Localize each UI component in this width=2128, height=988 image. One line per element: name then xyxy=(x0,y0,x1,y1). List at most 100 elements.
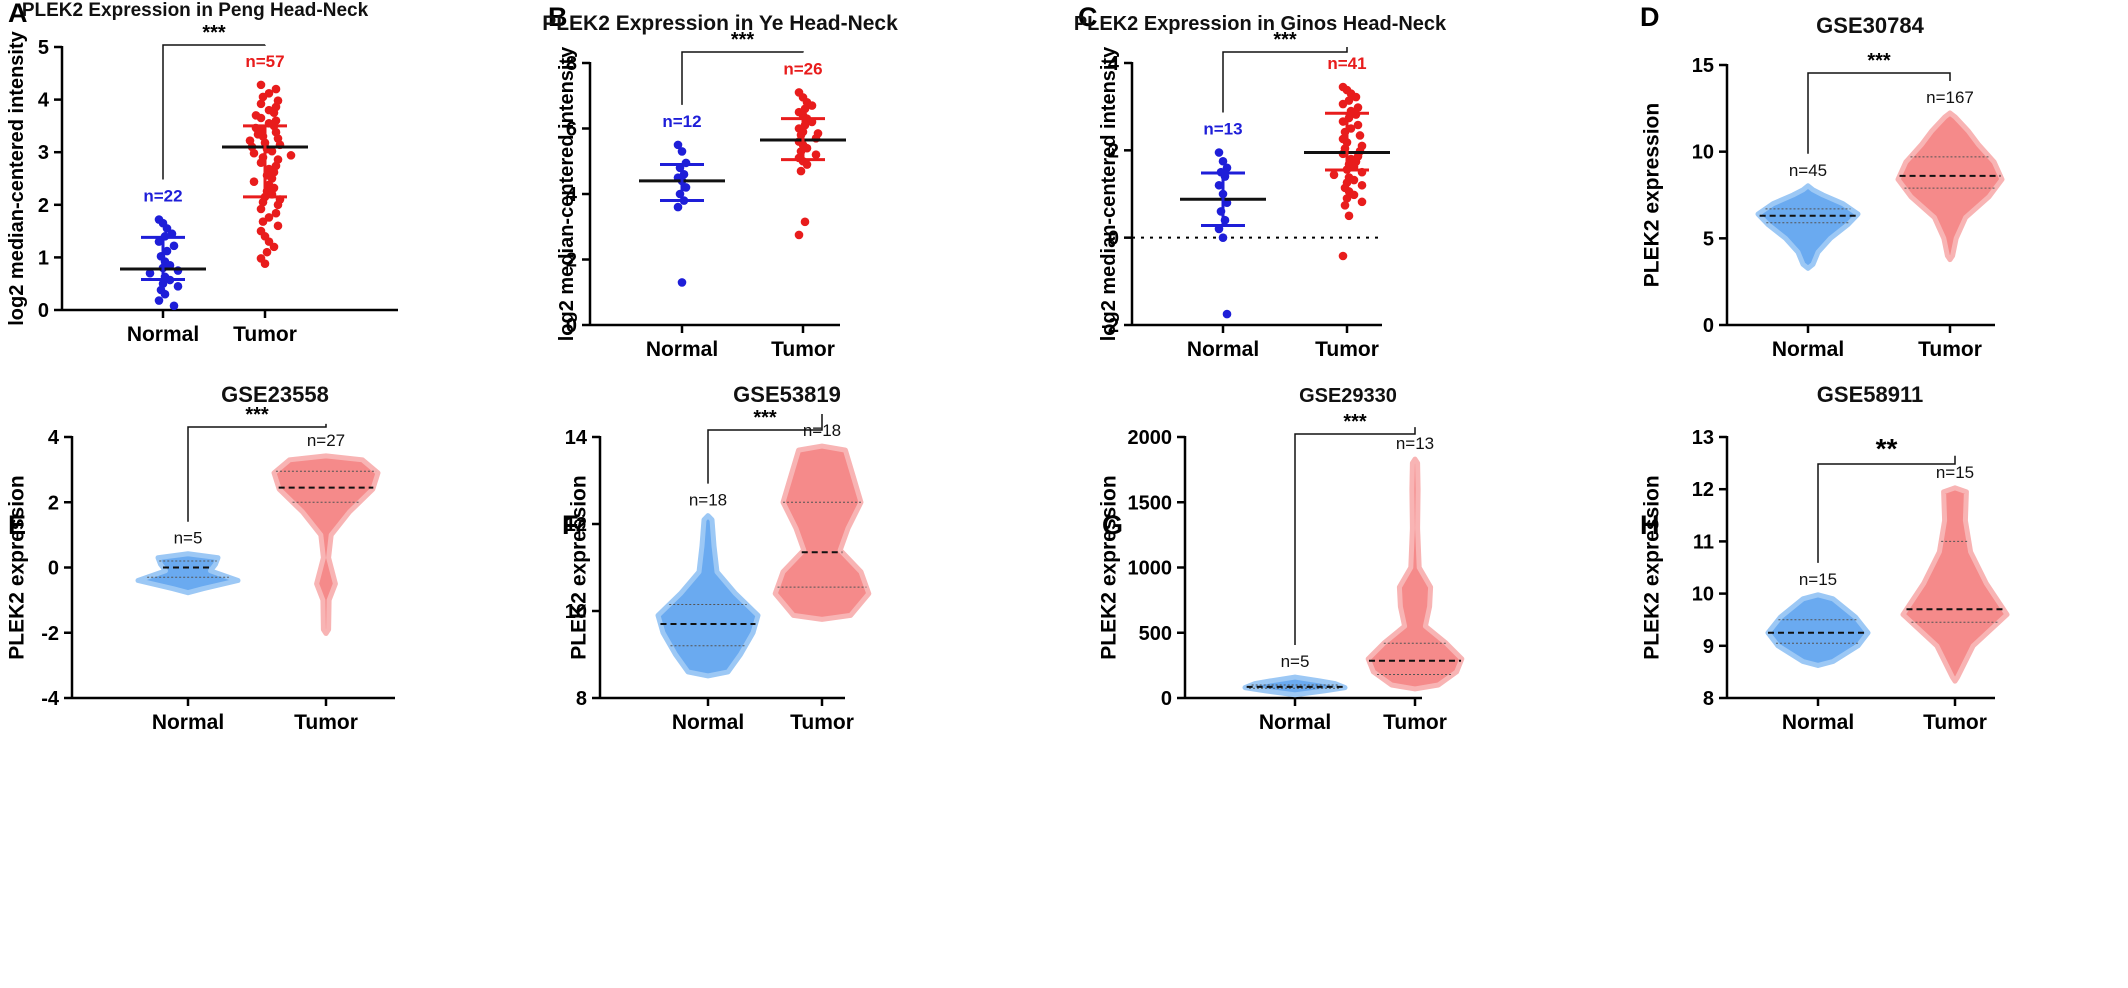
x-tick-label: Normal xyxy=(1772,338,1844,361)
n-label: n=18 xyxy=(689,491,727,510)
data-point xyxy=(1357,180,1367,190)
x-tick-label: Normal xyxy=(1782,711,1854,734)
significance-label: *** xyxy=(1343,411,1367,433)
data-point xyxy=(800,217,810,227)
y-tick-label: 13 xyxy=(1692,427,1714,449)
violin-shape xyxy=(1365,456,1465,692)
significance-bracket xyxy=(1222,47,1348,113)
data-point xyxy=(145,268,155,278)
data-point xyxy=(264,213,274,222)
data-point xyxy=(802,160,812,169)
data-point xyxy=(807,101,817,110)
y-tick-label: 2 xyxy=(566,250,577,272)
significance-label: ** xyxy=(1876,433,1898,464)
y-tick-label: 4 xyxy=(1108,53,1120,75)
n-label: n=27 xyxy=(307,431,345,450)
data-point xyxy=(249,148,259,158)
data-point xyxy=(273,221,283,231)
significance-label: *** xyxy=(1273,29,1297,51)
data-point xyxy=(258,92,268,102)
x-tick-label: Normal xyxy=(1259,711,1331,734)
significance-bracket xyxy=(707,414,823,484)
x-tick-label: Normal xyxy=(672,711,744,734)
n-label: n=15 xyxy=(1799,570,1837,589)
significance-label: *** xyxy=(202,22,226,44)
data-point xyxy=(256,99,266,109)
y-tick-label: 12 xyxy=(1692,479,1714,501)
significance-label: *** xyxy=(1867,50,1891,72)
chart-title: PLEK2 Expression in Peng Head-Neck xyxy=(22,0,369,21)
y-tick-label: -4 xyxy=(41,688,60,710)
n-label: n=13 xyxy=(1396,434,1434,453)
y-axis-label: log2 median-centered intensity xyxy=(6,30,28,325)
significance-label: *** xyxy=(245,404,269,426)
y-tick-label: 5 xyxy=(38,37,49,59)
panel-letter-c: C xyxy=(1078,2,1098,32)
data-point xyxy=(173,282,183,291)
data-point xyxy=(1351,92,1361,102)
y-tick-label: 500 xyxy=(1139,623,1172,645)
y-tick-label: 4 xyxy=(38,90,50,112)
data-point xyxy=(256,80,266,90)
x-tick-label: Tumor xyxy=(1918,338,1982,361)
y-tick-label: 0 xyxy=(1108,228,1119,250)
x-tick-label: Tumor xyxy=(233,323,297,346)
y-axis-label: PLEK2 expression xyxy=(1640,475,1663,659)
chart-title: GSE58911 xyxy=(1817,382,1923,407)
data-point xyxy=(1329,170,1339,180)
y-tick-label: 6 xyxy=(566,119,577,141)
x-tick-label: Normal xyxy=(152,711,224,734)
data-point xyxy=(1338,117,1348,126)
data-point xyxy=(169,301,179,311)
data-point xyxy=(681,183,691,192)
n-label: n=22 xyxy=(143,187,182,206)
data-point xyxy=(1218,233,1228,242)
data-point xyxy=(269,108,279,118)
chart-title: GSE53819 xyxy=(733,382,841,407)
data-point xyxy=(260,259,270,269)
n-label: n=5 xyxy=(174,529,203,548)
y-tick-label: 11 xyxy=(1693,531,1714,553)
y-tick-label: 10 xyxy=(1692,142,1714,164)
data-point xyxy=(1214,148,1224,157)
data-point xyxy=(167,229,177,239)
data-point xyxy=(673,202,683,212)
data-point xyxy=(256,113,266,123)
y-tick-label: 10 xyxy=(1692,584,1714,606)
data-point xyxy=(1222,309,1232,319)
violin-shape xyxy=(772,443,872,622)
data-point xyxy=(165,260,175,270)
chart-title: GSE30784 xyxy=(1816,13,1924,38)
y-tick-label: 8 xyxy=(566,53,577,75)
data-point xyxy=(1353,120,1363,130)
data-point xyxy=(677,278,687,287)
y-tick-label: 0 xyxy=(1161,688,1172,710)
violin-shape xyxy=(135,551,241,596)
data-point xyxy=(794,230,804,240)
panel-letter-a: A xyxy=(8,0,28,28)
data-point xyxy=(1344,211,1354,221)
panel-letter-f: F xyxy=(562,510,579,540)
y-tick-label: -2 xyxy=(41,623,59,645)
data-point xyxy=(256,158,266,168)
y-tick-label: -2 xyxy=(1101,315,1119,337)
panel-letter-b: B xyxy=(548,2,568,32)
y-tick-label: 1000 xyxy=(1128,558,1173,580)
y-tick-label: 2 xyxy=(1108,140,1119,162)
data-point xyxy=(1353,103,1363,112)
y-tick-label: 14 xyxy=(565,427,588,449)
y-tick-label: 5 xyxy=(1703,228,1714,250)
data-point xyxy=(1340,201,1350,210)
x-tick-label: Normal xyxy=(646,338,718,361)
data-point xyxy=(1218,156,1228,166)
y-tick-label: 2 xyxy=(38,195,49,217)
violin-shape xyxy=(1895,110,2005,263)
data-point xyxy=(1342,194,1352,203)
y-tick-label: 1 xyxy=(38,247,49,269)
data-point xyxy=(811,150,821,159)
x-tick-label: Tumor xyxy=(1923,711,1987,734)
x-tick-label: Tumor xyxy=(790,711,854,734)
y-tick-label: 10 xyxy=(565,601,587,623)
